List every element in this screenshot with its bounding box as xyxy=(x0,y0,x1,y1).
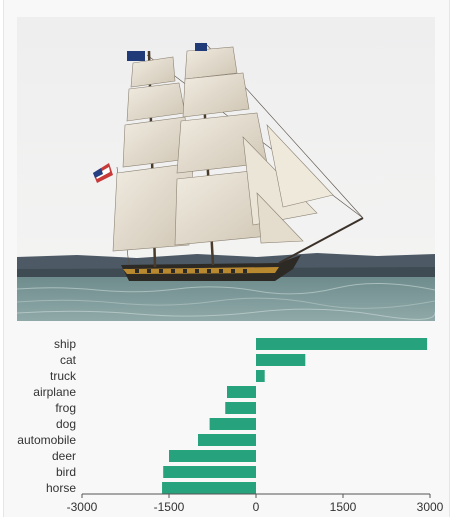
bars xyxy=(162,338,428,494)
category-label: deer xyxy=(52,449,76,463)
category-label: ship xyxy=(54,337,76,351)
x-axis-ticks: -3000 -1500 0 1500 3000 xyxy=(67,494,444,514)
x-tick-label: 0 xyxy=(253,500,260,514)
ship-photo xyxy=(17,17,435,321)
prediction-chart: ship cat truck airplane frog dog automobile dee… xyxy=(17,337,444,514)
bar-cat xyxy=(256,354,306,366)
category-label: horse xyxy=(46,481,76,495)
x-tick-label: 1500 xyxy=(330,500,357,514)
bar-horse xyxy=(162,482,256,494)
category-label: truck xyxy=(50,369,77,383)
bar-dog xyxy=(209,418,256,430)
category-label: dog xyxy=(56,417,76,431)
category-label: bird xyxy=(56,465,76,479)
category-label: cat xyxy=(60,353,77,367)
category-label: frog xyxy=(55,401,76,415)
x-tick-label: -3000 xyxy=(67,500,98,514)
category-label: airplane xyxy=(33,385,76,399)
bar-bird xyxy=(163,466,256,478)
category-labels: ship cat truck airplane frog dog automobile dee… xyxy=(17,337,77,495)
x-tick-label: -1500 xyxy=(154,500,185,514)
category-label: automobile xyxy=(17,433,76,447)
bar-automobile xyxy=(198,434,256,446)
bar-frog xyxy=(225,402,256,414)
bar-deer xyxy=(169,450,256,462)
bar-ship xyxy=(256,338,428,350)
x-tick-label: 3000 xyxy=(417,500,444,514)
bar-airplane xyxy=(227,386,256,398)
bar-truck xyxy=(256,370,265,382)
